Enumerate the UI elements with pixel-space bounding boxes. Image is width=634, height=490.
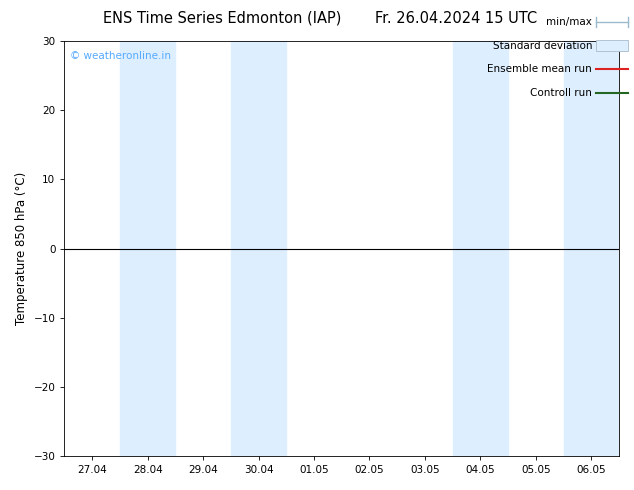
Bar [120, 41, 176, 456]
Text: min/max: min/max [547, 17, 592, 27]
Bar [231, 41, 287, 456]
Bar [564, 41, 619, 456]
Y-axis label: Temperature 850 hPa (°C): Temperature 850 hPa (°C) [15, 172, 28, 325]
Text: © weatheronline.in: © weatheronline.in [70, 51, 171, 61]
Text: ENS Time Series Edmonton (IAP): ENS Time Series Edmonton (IAP) [103, 11, 341, 26]
Text: Controll run: Controll run [530, 88, 592, 98]
Text: Fr. 26.04.2024 15 UTC: Fr. 26.04.2024 15 UTC [375, 11, 538, 26]
Text: Ensemble mean run: Ensemble mean run [488, 64, 592, 74]
Bar [596, 40, 628, 51]
Bar [453, 41, 508, 456]
Text: Standard deviation: Standard deviation [493, 41, 592, 50]
